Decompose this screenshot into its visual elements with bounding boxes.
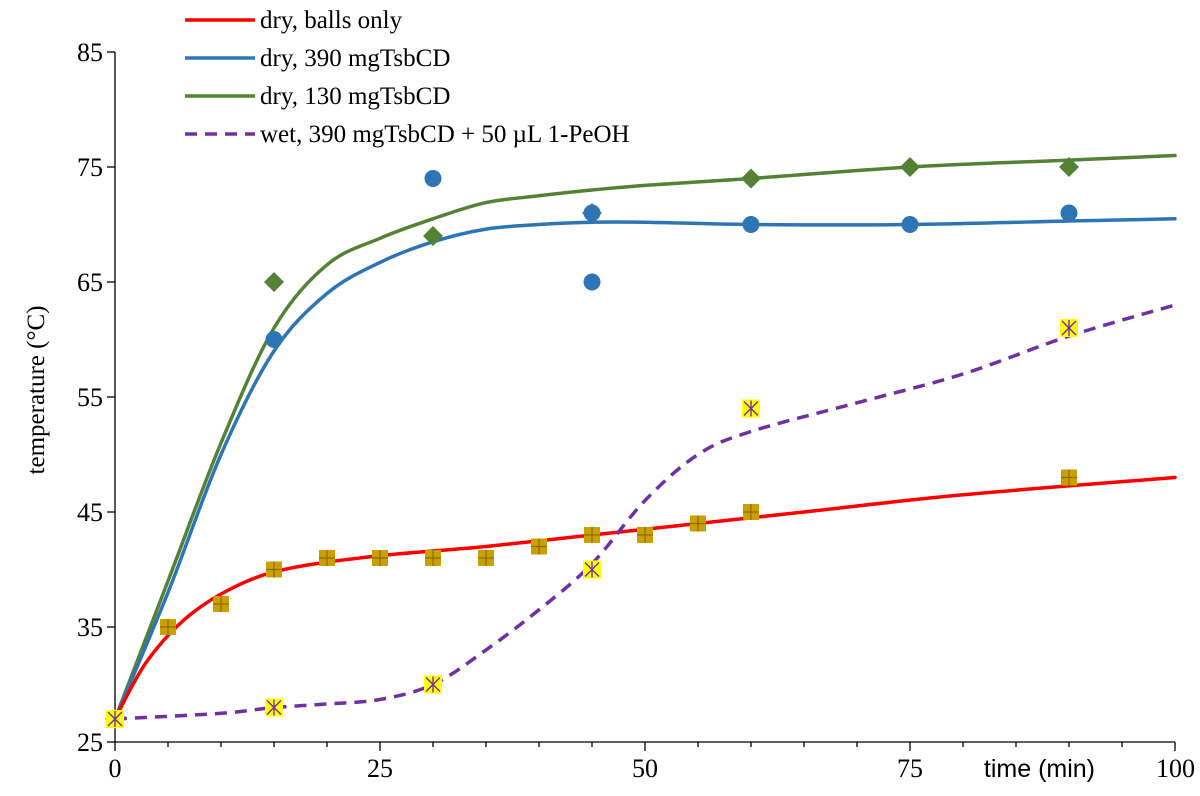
data-point [213, 596, 229, 612]
data-point [372, 550, 388, 566]
x-axis-title: time (min) [984, 755, 1095, 783]
y-tick-label: 65 [77, 268, 103, 297]
data-point [1059, 157, 1079, 177]
data-point [690, 515, 706, 532]
data-point [741, 168, 761, 189]
y-tick-label: 55 [77, 383, 103, 412]
y-tick-labels: 25 35 45 55 65 75 85 [77, 38, 103, 757]
x-tick-label: 0 [109, 754, 122, 783]
data-point [742, 399, 760, 418]
data-point [265, 331, 283, 348]
axes [107, 51, 1176, 751]
y-tick-label: 75 [77, 153, 103, 182]
data-point [106, 710, 124, 728]
data-point [424, 675, 442, 694]
y-axis-title: temperature (°C) [23, 306, 50, 475]
x-tick-label: 75 [897, 754, 923, 783]
legend-label: dry, 130 mgTsbCD [260, 83, 450, 110]
y-tick-label: 25 [77, 728, 103, 757]
legend-label: dry, balls only [260, 7, 403, 34]
x-tick-label: 25 [367, 754, 393, 783]
legend-label: dry, 390 mgTsbCD [260, 45, 450, 72]
data-point [1061, 469, 1077, 486]
series-line [114, 303, 1176, 721]
data-point [264, 272, 284, 292]
data-point [531, 538, 547, 555]
data-point [743, 504, 759, 520]
data-point [424, 170, 442, 187]
y-tick-label: 45 [77, 498, 103, 527]
x-tick-labels: 0 25 50 75 100 [109, 754, 1196, 783]
series-line [113, 217, 1177, 721]
data-point [425, 550, 441, 566]
series-line [113, 153, 1177, 721]
data-point [583, 560, 601, 579]
data-point [265, 698, 283, 717]
data-point [319, 550, 335, 566]
x-tick-label: 100 [1156, 754, 1195, 783]
legend-label: wet, 390 mgTsbCD + 50 µL 1-PeOH [260, 121, 630, 148]
data-point [583, 273, 601, 291]
data-point [742, 216, 760, 233]
data-point [1060, 319, 1078, 337]
data-point [423, 226, 443, 246]
legend: dry, balls only dry, 390 mgTsbCD dry, 130 … [185, 7, 630, 148]
y-tick-label: 35 [77, 613, 103, 642]
data-point [266, 561, 282, 578]
data-point [900, 157, 920, 177]
data-point [160, 619, 176, 635]
data-point [637, 527, 653, 543]
y-tick-label: 85 [77, 38, 103, 67]
series-line [113, 475, 1177, 721]
data-point [1060, 204, 1078, 222]
x-tick-label: 50 [632, 754, 658, 783]
data-point [901, 216, 919, 233]
data-point [583, 204, 601, 222]
plot-area [105, 153, 1177, 729]
data-point [478, 550, 494, 566]
data-point [584, 527, 600, 543]
